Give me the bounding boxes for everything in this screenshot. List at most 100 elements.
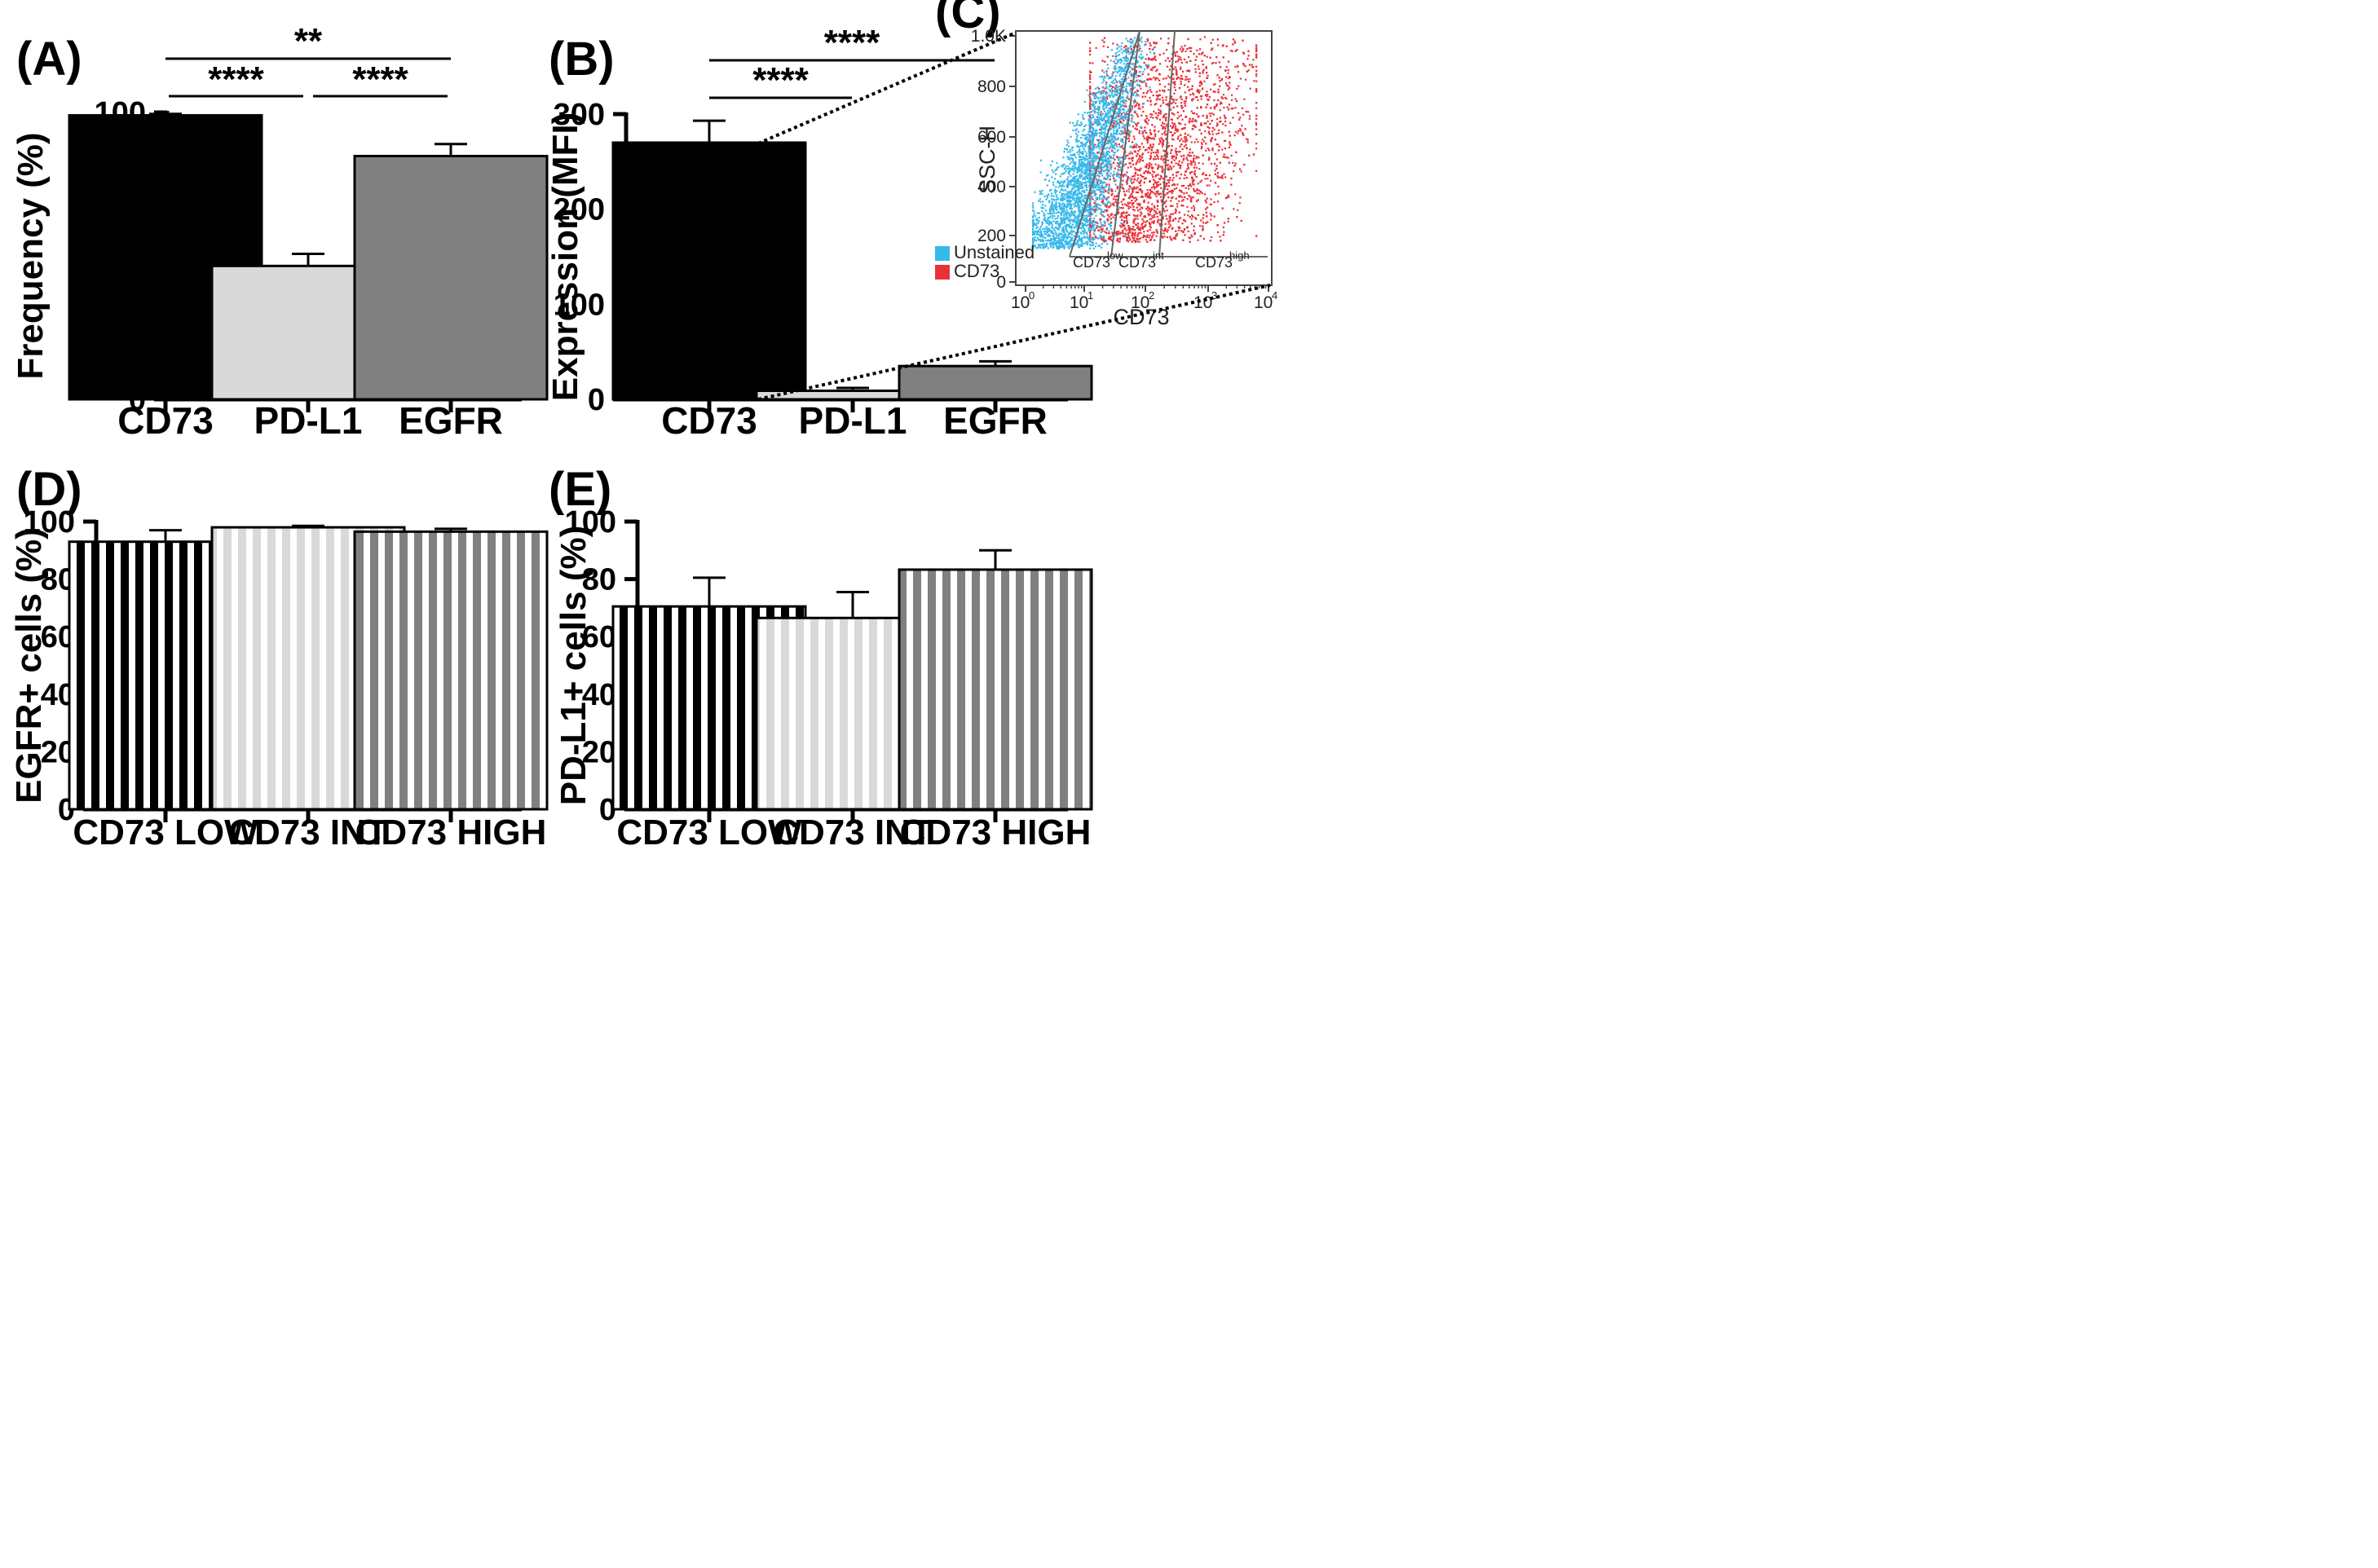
cd73-event-dot bbox=[1167, 145, 1170, 148]
cd73-event-dot bbox=[1173, 99, 1176, 101]
unstained-event-dot bbox=[1118, 161, 1120, 165]
unstained-event-dot bbox=[1111, 121, 1114, 124]
unstained-event-dot bbox=[1063, 193, 1065, 196]
cd73-event-dot bbox=[1159, 214, 1162, 216]
unstained-event-dot bbox=[1088, 215, 1090, 218]
cd73-event-dot bbox=[1193, 233, 1196, 236]
unstained-event-dot bbox=[1042, 245, 1044, 248]
cd73-event-dot bbox=[1149, 137, 1151, 139]
unstained-event-dot bbox=[1117, 137, 1119, 139]
unstained-event-dot bbox=[1104, 209, 1106, 211]
cd73-event-dot bbox=[1153, 178, 1155, 181]
unstained-event-dot bbox=[1091, 170, 1093, 173]
cd73-event-dot bbox=[1136, 113, 1138, 116]
unstained-event-dot bbox=[1113, 109, 1115, 112]
cd73-event-dot bbox=[1188, 120, 1190, 122]
cd73-event-dot bbox=[1204, 136, 1207, 139]
unstained-event-dot bbox=[1061, 226, 1065, 228]
unstained-event-dot bbox=[1133, 110, 1136, 112]
unstained-event-dot bbox=[1132, 93, 1135, 95]
cd73-event-dot bbox=[1097, 229, 1100, 231]
unstained-event-dot bbox=[1126, 59, 1128, 63]
unstained-event-dot bbox=[1075, 128, 1078, 130]
cd73-event-dot bbox=[1233, 40, 1236, 42]
unstained-event-dot bbox=[1123, 99, 1126, 102]
category-label: CD73 INT bbox=[228, 813, 388, 852]
cd73-event-dot bbox=[1164, 222, 1167, 225]
cd73-event-dot bbox=[1255, 88, 1258, 90]
cd73-event-dot bbox=[1175, 197, 1177, 200]
cd73-event-dot bbox=[1105, 120, 1107, 122]
cd73-event-dot bbox=[1165, 99, 1167, 101]
cd73-event-dot bbox=[1134, 218, 1136, 220]
category-label: PD-L1 bbox=[254, 399, 363, 442]
cd73-event-dot bbox=[1219, 121, 1221, 123]
unstained-event-dot bbox=[1083, 236, 1086, 238]
cd73-event-dot bbox=[1127, 207, 1130, 209]
cd73-event-dot bbox=[1172, 165, 1175, 168]
cd73-event-dot bbox=[1114, 87, 1116, 90]
unstained-event-dot bbox=[1093, 170, 1096, 172]
unstained-event-dot bbox=[1045, 239, 1048, 241]
cd73-event-dot bbox=[1173, 86, 1176, 89]
unstained-event-dot bbox=[1072, 173, 1074, 175]
cd73-event-dot bbox=[1102, 45, 1105, 47]
cd73-event-dot bbox=[1163, 77, 1165, 80]
cd73-event-dot bbox=[1154, 192, 1156, 195]
cd73-event-dot bbox=[1181, 49, 1185, 52]
unstained-event-dot bbox=[1103, 80, 1105, 82]
cd73-event-dot bbox=[1200, 98, 1202, 100]
unstained-event-dot bbox=[1089, 175, 1092, 178]
cd73-event-dot bbox=[1196, 107, 1198, 109]
unstained-event-dot bbox=[1065, 148, 1068, 151]
cd73-event-dot bbox=[1215, 158, 1218, 161]
unstained-event-dot bbox=[1073, 244, 1075, 247]
cd73-event-dot bbox=[1154, 210, 1157, 213]
cd73-event-dot bbox=[1150, 133, 1153, 135]
cd73-event-dot bbox=[1094, 209, 1096, 211]
cd73-event-dot bbox=[1160, 187, 1163, 189]
cd73-event-dot bbox=[1248, 64, 1251, 66]
unstained-event-dot bbox=[1068, 247, 1070, 250]
cd73-event-dot bbox=[1109, 238, 1111, 240]
unstained-event-dot bbox=[1083, 164, 1086, 167]
unstained-event-dot bbox=[1061, 236, 1064, 239]
cd73-event-dot bbox=[1200, 132, 1202, 134]
cd73-event-dot bbox=[1140, 167, 1142, 170]
cd73-event-dot bbox=[1205, 149, 1207, 152]
cd73-event-dot bbox=[1154, 187, 1156, 190]
cd73-event-dot bbox=[1144, 126, 1146, 129]
unstained-event-dot bbox=[1082, 152, 1084, 155]
cd73-event-dot bbox=[1214, 173, 1216, 175]
cd73-event-dot bbox=[1190, 222, 1193, 225]
cd73-event-dot bbox=[1089, 148, 1092, 150]
cd73-event-dot bbox=[1179, 177, 1181, 179]
cd73-event-dot bbox=[1180, 165, 1182, 167]
cd73-event-dot bbox=[1191, 99, 1193, 102]
cd73-event-dot bbox=[1181, 161, 1184, 164]
cd73-event-dot bbox=[1099, 113, 1102, 116]
cd73-event-dot bbox=[1163, 149, 1165, 152]
cd73-event-dot bbox=[1155, 116, 1158, 119]
unstained-event-dot bbox=[1114, 143, 1116, 146]
cd73-event-dot bbox=[1208, 149, 1211, 152]
cd73-event-dot bbox=[1167, 164, 1169, 166]
cd73-event-dot bbox=[1147, 58, 1149, 61]
unstained-event-dot bbox=[1123, 50, 1125, 52]
cd73-event-dot bbox=[1112, 198, 1114, 200]
cd73-event-dot bbox=[1124, 163, 1127, 165]
cd73-event-dot bbox=[1238, 71, 1240, 73]
unstained-event-dot bbox=[1068, 170, 1070, 173]
cd73-event-dot bbox=[1163, 187, 1166, 190]
unstained-event-dot bbox=[1050, 241, 1052, 244]
cd73-event-dot bbox=[1161, 171, 1164, 174]
cd73-event-dot bbox=[1130, 108, 1132, 111]
unstained-event-dot bbox=[1084, 175, 1087, 178]
cd73-event-dot bbox=[1182, 231, 1185, 233]
cd73-event-dot bbox=[1089, 104, 1092, 106]
unstained-event-dot bbox=[1140, 41, 1143, 43]
cd73-event-dot bbox=[1147, 172, 1149, 174]
cd73-event-dot bbox=[1206, 90, 1208, 93]
cd73-event-dot bbox=[1238, 85, 1240, 87]
cd73-event-dot bbox=[1138, 132, 1140, 134]
